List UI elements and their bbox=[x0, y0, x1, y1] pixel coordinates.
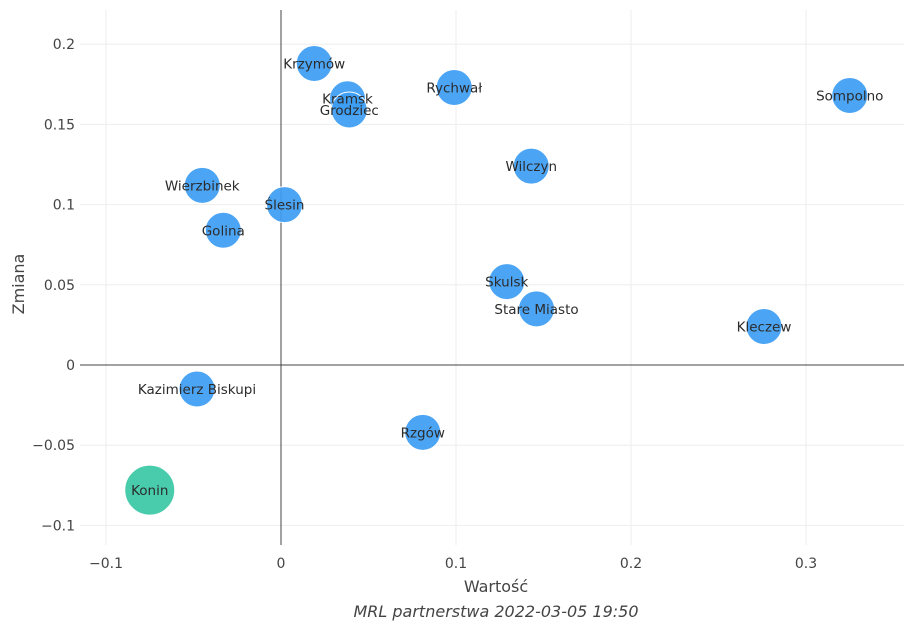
data-point[interactable] bbox=[435, 69, 473, 107]
point-label: Grodziec bbox=[320, 103, 379, 119]
point-label: Wilczyn bbox=[505, 159, 557, 175]
y-axis-title: Zmiana bbox=[9, 254, 28, 315]
data-point[interactable] bbox=[124, 464, 176, 516]
point-label: Skulsk bbox=[485, 275, 528, 291]
data-point[interactable] bbox=[204, 211, 242, 249]
zero-axes bbox=[80, 10, 904, 545]
data-point[interactable] bbox=[266, 186, 303, 224]
data-point[interactable] bbox=[330, 91, 368, 129]
point-label: Kramsk bbox=[322, 92, 373, 108]
x-tick-label: 0.2 bbox=[620, 556, 642, 572]
tick-labels: −0.1 0 0.1 0.2 0.3 −0.1 −0.05 0 0.05 0.1 0.15 0.2 bbox=[32, 37, 817, 572]
data-point[interactable] bbox=[183, 166, 221, 204]
point-label: Krzymów bbox=[283, 56, 345, 72]
data-point[interactable] bbox=[404, 413, 442, 451]
y-tick-label: 0.1 bbox=[53, 198, 75, 214]
x-tick-label: 0 bbox=[277, 556, 286, 572]
point-label: Ślesin bbox=[265, 196, 305, 214]
point-label: Sompolno bbox=[816, 89, 883, 105]
y-tick-label: 0.15 bbox=[44, 117, 75, 133]
x-tick-label: 0.3 bbox=[795, 556, 817, 572]
point-label: Rychwał bbox=[426, 81, 482, 97]
y-tick-label: 0.2 bbox=[53, 37, 75, 53]
y-tick-label: −0.05 bbox=[32, 438, 75, 454]
data-point[interactable] bbox=[488, 263, 526, 301]
point-label: Rzgów bbox=[401, 425, 445, 441]
point-label: Wierzbinek bbox=[165, 178, 240, 194]
point-label: Kleczew bbox=[737, 320, 792, 336]
point-label: Golina bbox=[202, 223, 245, 239]
data-point[interactable] bbox=[518, 290, 555, 328]
data-point[interactable] bbox=[831, 77, 869, 115]
y-tick-label: 0.05 bbox=[44, 278, 75, 294]
data-point[interactable] bbox=[295, 44, 333, 82]
data-point[interactable] bbox=[178, 370, 216, 408]
point-label: Kazimierz Biskupi bbox=[138, 382, 256, 398]
data-point[interactable] bbox=[745, 308, 783, 346]
y-tick-label: 0 bbox=[66, 358, 75, 374]
point-label: Stare Miasto bbox=[494, 302, 578, 318]
data-point[interactable] bbox=[512, 147, 550, 185]
point-label: Konin bbox=[131, 483, 168, 499]
x-axis-title: Wartość bbox=[464, 577, 528, 596]
x-tick-label: 0.1 bbox=[445, 556, 467, 572]
y-tick-label: −0.1 bbox=[41, 518, 75, 534]
data-points bbox=[124, 44, 869, 516]
chart-caption: MRL partnerstwa 2022-03-05 19:50 bbox=[353, 602, 638, 621]
x-tick-label: −0.1 bbox=[89, 556, 123, 572]
